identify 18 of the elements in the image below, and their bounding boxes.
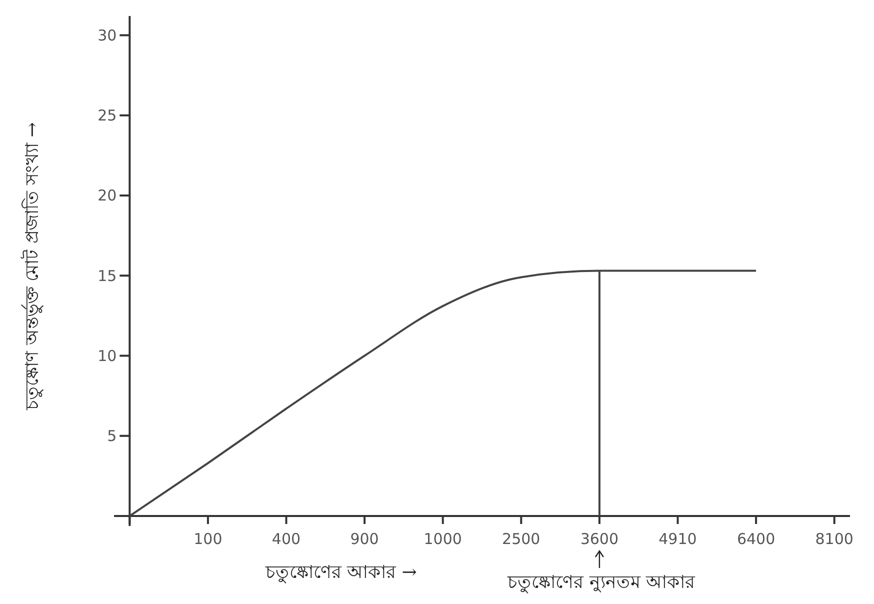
x-tick-label: 400 <box>272 530 301 548</box>
x-tick-label: 4910 <box>658 530 697 548</box>
y-tick-label: 30 <box>98 26 117 44</box>
x-tick-label: 900 <box>350 530 379 548</box>
x-axis-title: চতুষ্কোণের আকার → <box>264 562 417 583</box>
x-tick-label: 6400 <box>736 530 776 548</box>
y-tick-label: 5 <box>107 427 117 446</box>
x-tick-label: 3600 <box>580 530 619 548</box>
x-tick-label: 8100 <box>815 530 854 548</box>
x-tick-label: 100 <box>194 530 222 548</box>
y-axis-title: চতুষ্কোণ অন্তর্ভুক্ত মোট প্রজাতি সংখ্যা → <box>21 122 43 411</box>
ref-line-label: চতুষ্কোণের ন্যুনতম আকার <box>506 572 696 593</box>
y-tick-label: 15 <box>98 266 117 285</box>
x-tick-label: 2500 <box>502 530 540 548</box>
y-tick-label: 10 <box>98 346 117 365</box>
y-tick-label: 25 <box>98 106 117 125</box>
x-tick-label: 1000 <box>424 530 462 548</box>
y-tick-label: 20 <box>98 186 117 205</box>
